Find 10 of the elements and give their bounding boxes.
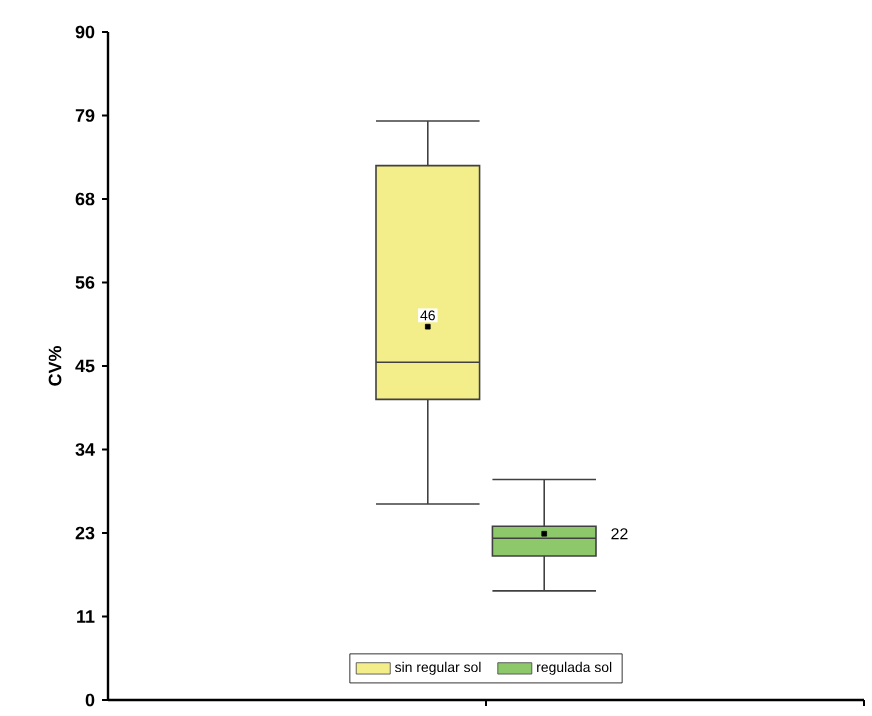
y-tick-label: 68 (75, 192, 95, 206)
y-tick-label: 79 (75, 109, 95, 122)
y-tick-label: 34 (75, 443, 95, 456)
y-tick-label: 90 (75, 25, 95, 39)
y-tick-label: 45 (75, 359, 95, 373)
y-tick-label: 11 (77, 610, 95, 623)
y-tick-label: 23 (75, 526, 95, 540)
y-axis-title: CV% (48, 346, 62, 386)
y-tick-label: 56 (75, 276, 95, 289)
y-tick-label: 0 (85, 693, 95, 707)
